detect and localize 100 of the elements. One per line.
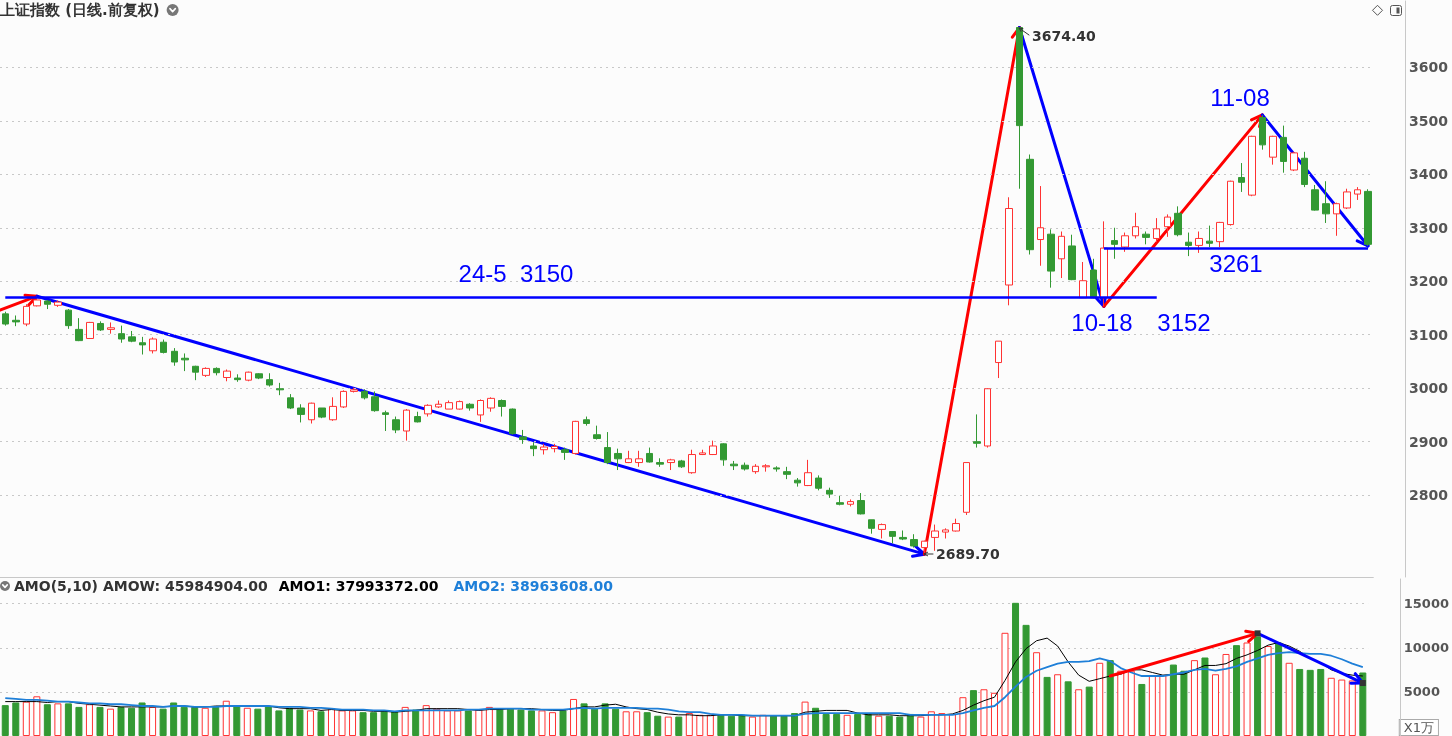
bar [527,710,535,736]
candlestick [266,372,273,388]
bar [1012,602,1020,736]
annotation: 24-5 3150 [458,259,574,287]
candlestick [287,393,294,410]
candlestick [65,308,72,330]
bar [559,710,567,736]
candlestick [23,303,30,327]
candlestick [678,459,685,469]
candlestick [1195,231,1203,254]
bar [464,710,472,736]
candlestick [97,320,104,332]
candlestick [1079,261,1087,299]
bar [969,690,977,736]
y-tick-label: 2900 [1409,433,1449,450]
candlestick [192,365,199,381]
candlestick [1269,135,1277,166]
bar [1180,670,1188,736]
candlestick [836,495,844,506]
bar [380,711,388,736]
bar [1043,676,1051,736]
candlestick [730,460,738,471]
candlestick [656,457,664,468]
candlestick [1121,232,1129,253]
candlestick [667,458,675,471]
bar [128,707,136,736]
y-tick-label: 3300 [1409,219,1449,236]
candlestick [2,311,9,327]
bar [1233,645,1241,736]
candlestick [1100,220,1108,307]
candlestick [1058,231,1065,279]
candlestick [54,300,62,308]
bar [591,708,599,736]
y-tick-label: 5000 [1403,684,1440,700]
candlestick [297,403,305,423]
candlestick [1132,212,1139,239]
candlestick [604,431,611,465]
candlestick [466,402,474,412]
candlestick [1280,125,1287,174]
chart-title: 上证指数 (日线.前复权) [0,0,160,19]
candlestick [1216,221,1224,248]
candlestick [414,411,421,423]
bar [654,715,662,736]
candlestick [614,448,622,471]
bar [75,706,83,736]
candlestick [1322,180,1330,224]
bar [370,712,378,736]
candlestick [709,440,717,456]
bar [864,713,872,736]
candlestick [561,447,569,461]
candlestick [847,498,854,507]
bar [727,715,735,736]
bar [138,702,146,736]
candlestick [720,442,727,467]
candlestick [1005,196,1013,306]
text: AMO2: 38963608.00 [453,578,614,594]
candlestick [762,463,770,473]
candlestick [1185,232,1192,257]
candlestick [773,465,780,473]
bar [506,708,514,736]
candlestick [1090,258,1097,299]
candlestick [1153,217,1160,243]
candlestick [857,492,865,515]
candlestick [878,523,886,539]
y-tick-label: 10000 [1403,640,1450,656]
candlestick [752,463,759,475]
bar [717,714,725,736]
candlestick [583,416,590,427]
candlestick [318,407,326,419]
bar [296,709,304,736]
bar [1306,669,1314,736]
bar [833,713,841,736]
bar [1275,642,1283,736]
text: AMO1: 37993372.00 [278,578,439,594]
candlestick [181,352,189,372]
candlestick [118,325,125,344]
bar [43,704,51,736]
line-series [4,651,1364,717]
bar [264,706,272,736]
candlestick [1227,180,1234,227]
bar [359,712,367,736]
bar [1085,686,1093,736]
candlestick [456,400,463,411]
candlestick [128,330,136,343]
candlestick [1248,135,1256,197]
candlestick [1364,188,1372,247]
bar [580,703,588,736]
bar [191,706,199,736]
y-tick-label: 3200 [1409,273,1449,290]
candlestick [815,474,822,491]
candlestick [223,368,231,382]
y-tick-label: 3500 [1409,112,1449,129]
candlestick [371,390,379,413]
bar [159,708,167,736]
bar [896,716,904,736]
candlestick [973,413,981,449]
candlestick [794,477,801,488]
candlestick [1343,188,1351,210]
bar [791,713,799,736]
candlestick [741,462,749,472]
